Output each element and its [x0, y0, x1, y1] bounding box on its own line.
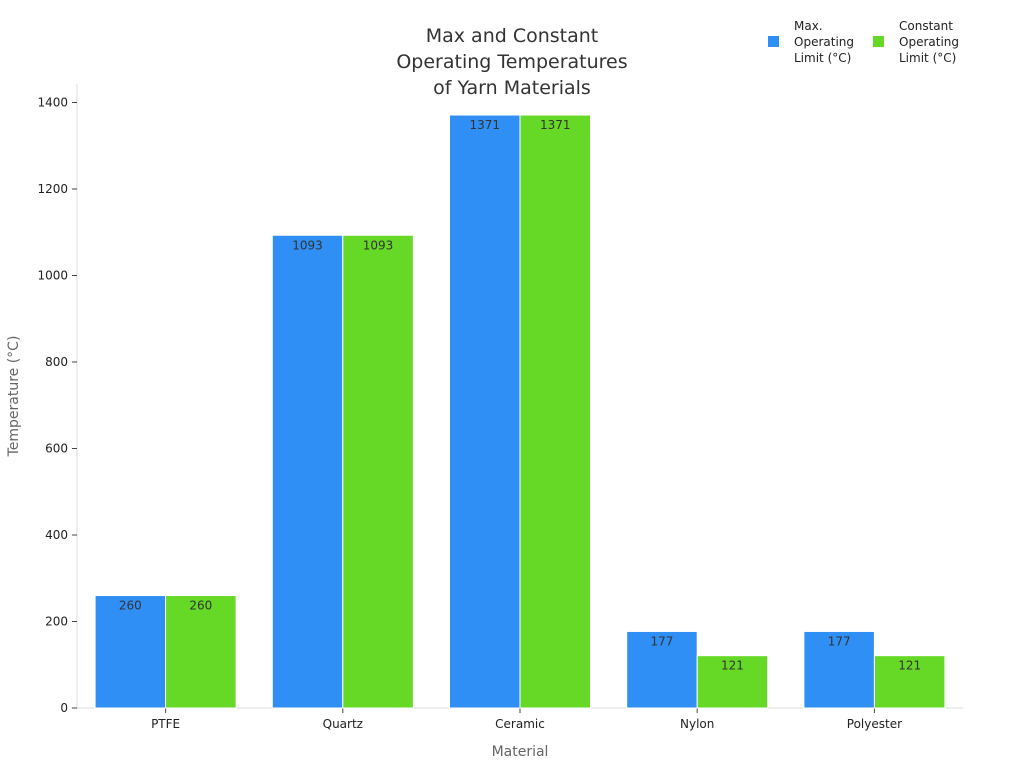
bar-value-label: 1093	[363, 238, 394, 252]
legend-label-constant-line-3: Limit (°C)	[899, 51, 956, 65]
legend-label-max-line-3: Limit (°C)	[794, 51, 851, 65]
y-tick-label: 0	[60, 701, 68, 715]
y-tick-label: 600	[45, 442, 68, 456]
y-tick-label: 800	[45, 355, 68, 369]
bar-series: 260 260 1093 1093 1371 1371 177 121 177 121	[94, 114, 946, 709]
legend-label-max-line-2: Operating	[794, 35, 854, 49]
bar[interactable]	[271, 234, 344, 709]
bar-value-label: 121	[721, 659, 744, 673]
bar[interactable]	[803, 630, 875, 709]
bar-value-label: 260	[119, 599, 142, 613]
legend-item-constant-operating-limit[interactable]: Constant Operating Limit (°C)	[873, 19, 959, 65]
y-tick-label: 1000	[37, 269, 68, 283]
bar[interactable]	[94, 595, 167, 709]
bar-value-label: 1093	[292, 238, 323, 252]
bar[interactable]	[342, 234, 414, 709]
x-tick-label: PTFE	[151, 717, 180, 731]
bar-value-label: 177	[650, 634, 673, 648]
y-axis-title: Temperature (°C)	[6, 336, 22, 458]
legend-swatch-constant	[873, 36, 884, 47]
legend-swatch-max	[768, 36, 779, 47]
x-tick-label: Quartz	[323, 717, 363, 731]
legend-label-max-line-1: Max.	[794, 19, 823, 33]
legend-label-constant-line-1: Constant	[899, 19, 953, 33]
bar-value-label: 121	[898, 659, 921, 673]
chart-title-line-2: Operating Temperatures	[396, 51, 627, 73]
bar[interactable]	[873, 655, 946, 709]
x-tick-label: Polyester	[847, 717, 902, 731]
x-tick-label: Nylon	[680, 717, 714, 731]
legend-item-max-operating-limit[interactable]: Max. Operating Limit (°C)	[768, 19, 854, 65]
legend-label-constant-line-2: Operating	[899, 35, 959, 49]
bar[interactable]	[626, 630, 698, 709]
y-tick-label: 1200	[37, 182, 68, 196]
y-axis-ticks: 0 200 400 600 800 1000 1200 1400	[37, 96, 77, 715]
chart-title: Max and Constant Operating Temperatures …	[396, 25, 627, 99]
x-axis-title: Material	[492, 744, 549, 760]
bar[interactable]	[449, 114, 521, 709]
y-tick-label: 400	[45, 528, 68, 542]
bar-value-label: 177	[828, 634, 851, 648]
y-tick-label: 1400	[37, 96, 68, 110]
bar-value-label: 260	[189, 599, 212, 613]
bar[interactable]	[696, 655, 769, 709]
bar-value-label: 1371	[540, 118, 571, 132]
x-tick-label: Ceramic	[495, 717, 545, 731]
bar-value-label: 1371	[469, 118, 500, 132]
x-axis-ticks: PTFE Quartz Ceramic Nylon Polyester	[151, 708, 902, 731]
bar[interactable]	[165, 595, 237, 709]
chart-title-line-1: Max and Constant	[426, 25, 599, 47]
y-tick-label: 200	[45, 615, 68, 629]
legend: Max. Operating Limit (°C) Constant Opera…	[768, 19, 959, 65]
bar[interactable]	[519, 114, 591, 709]
chart-title-line-3: of Yarn Materials	[433, 77, 591, 99]
